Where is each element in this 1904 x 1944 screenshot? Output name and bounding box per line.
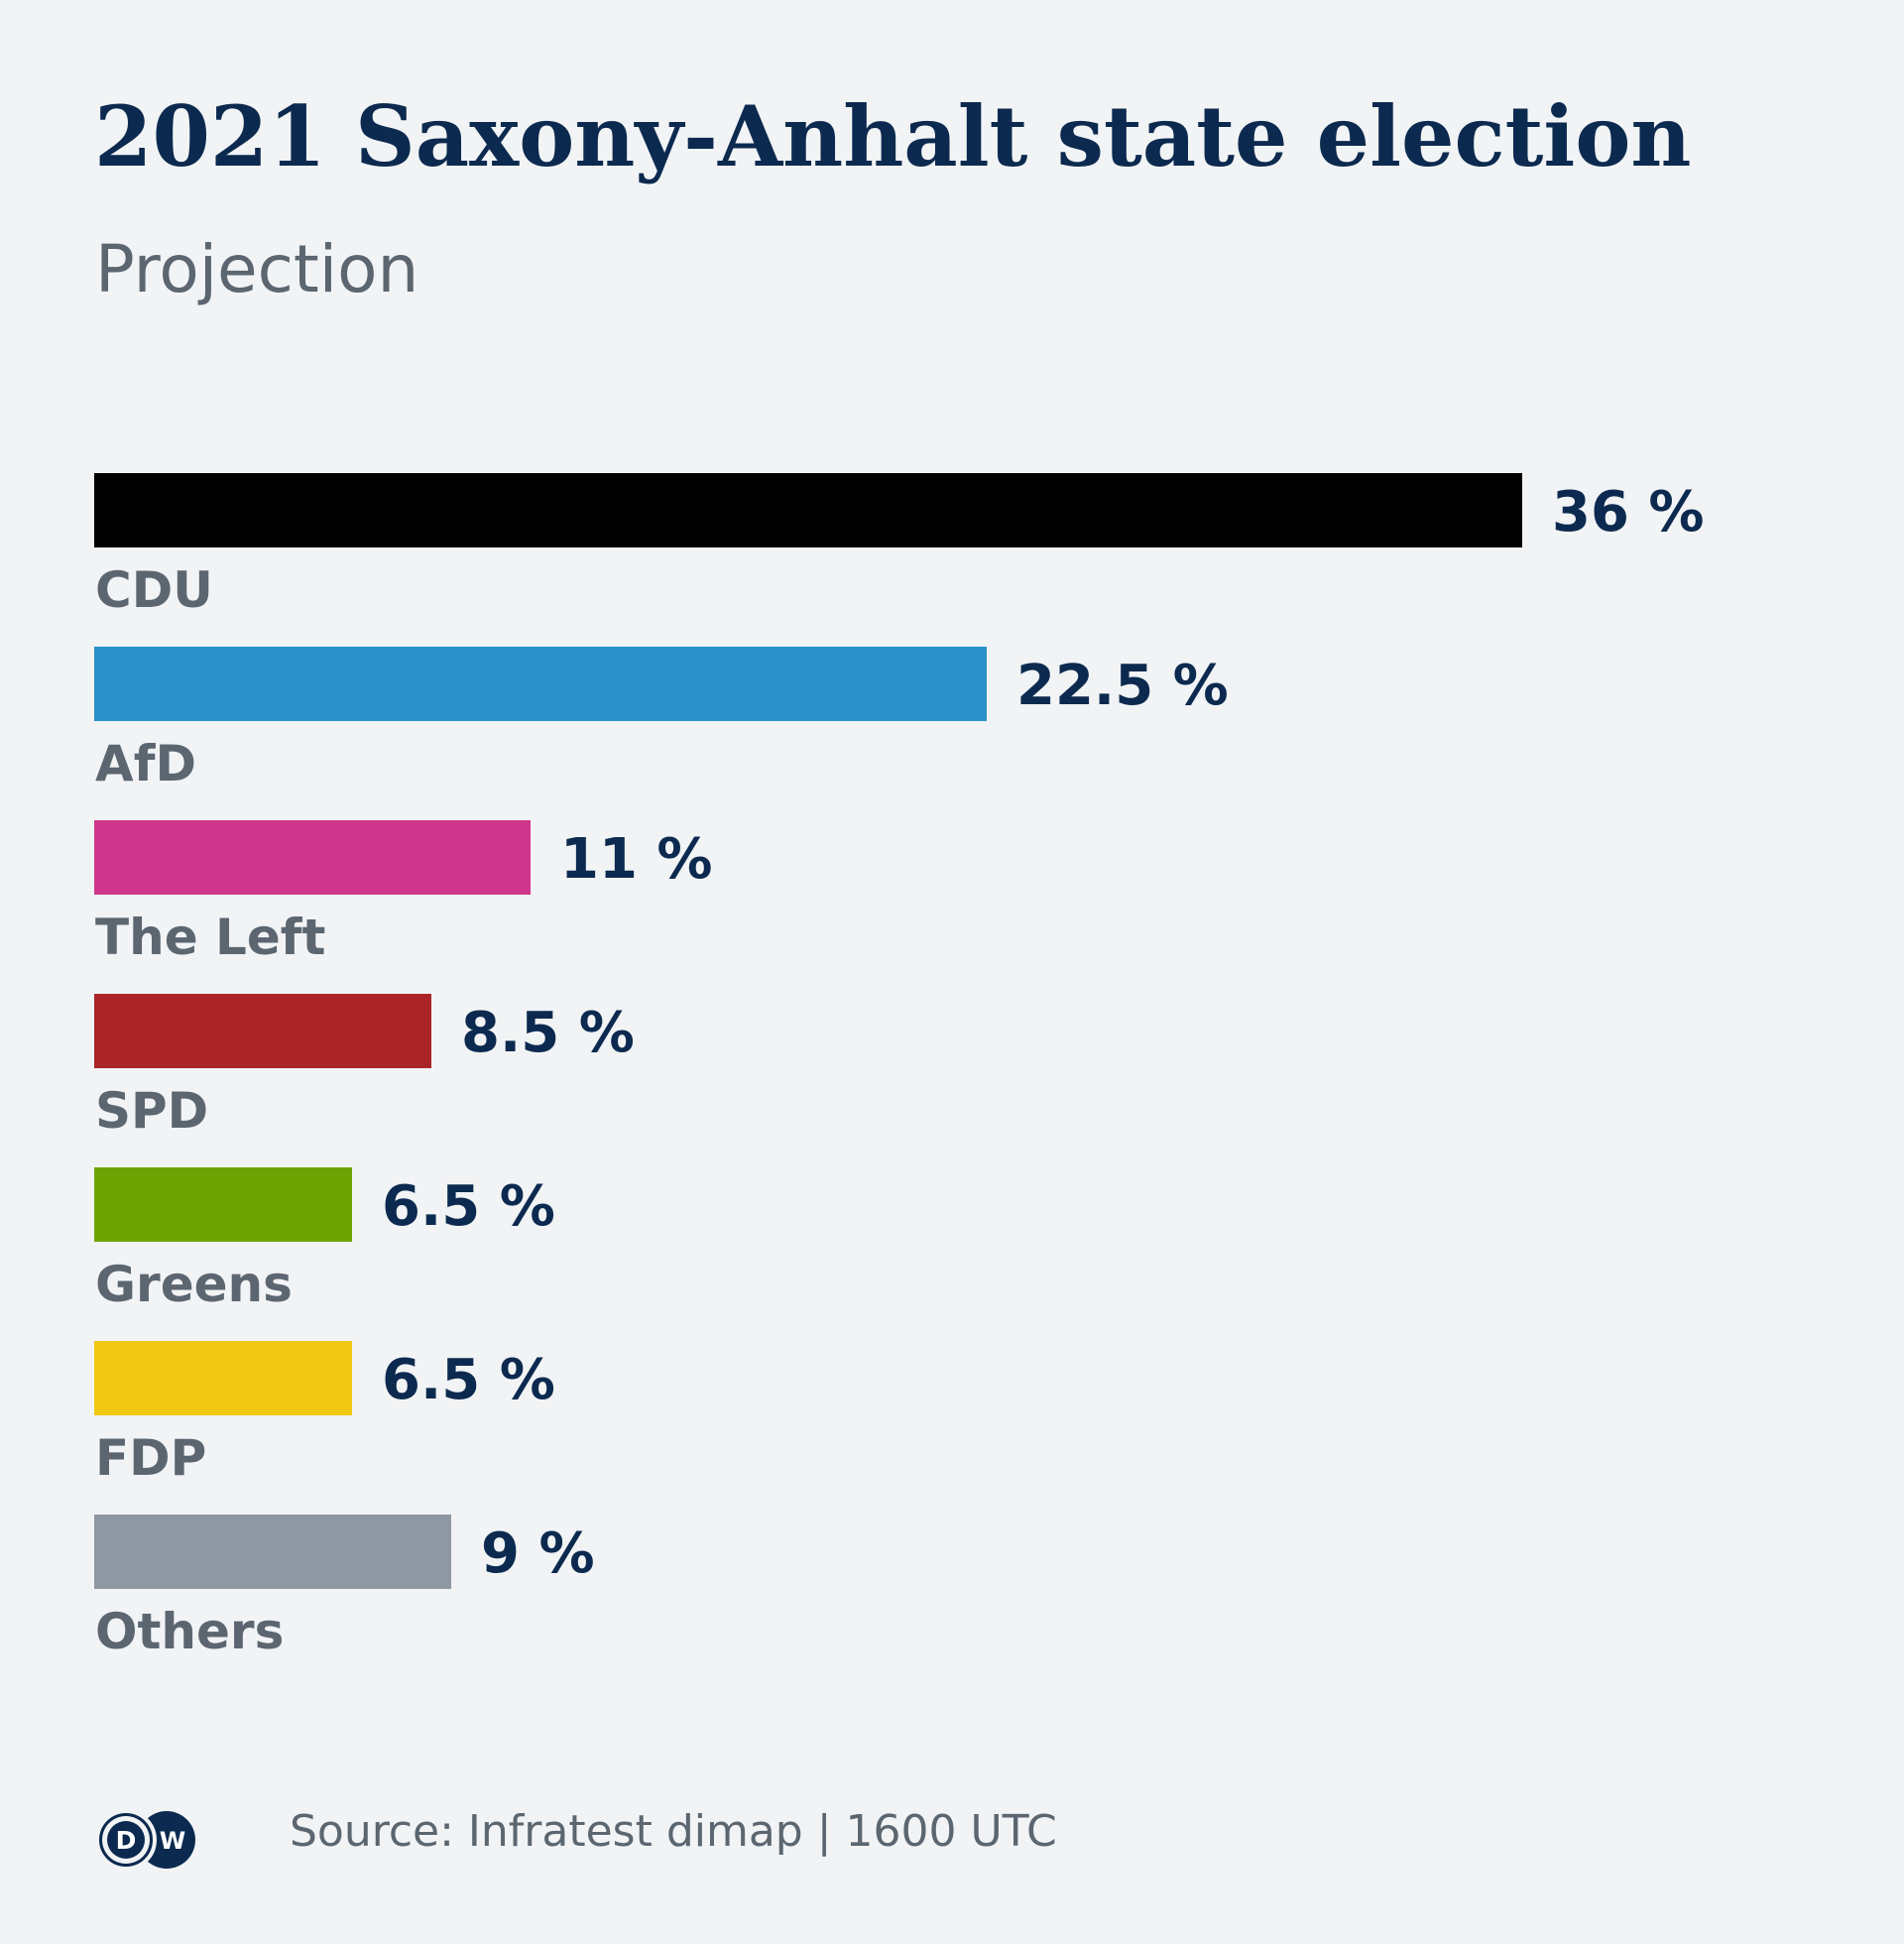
svg-text:W: W [160,1827,185,1855]
category-label-cdu: CDU [95,561,213,619]
value-label-greens: 6.5 % [382,1174,555,1239]
category-label-others: Others [95,1603,284,1660]
value-label-fdp: 6.5 % [382,1348,555,1412]
value-label-spd: 8.5 % [461,1001,635,1065]
bar-fdp [94,1341,352,1415]
dw-logo-icon: D W [95,1809,195,1871]
svg-text:D: D [116,1826,137,1855]
chart-subtitle: Projection [95,231,419,307]
category-label-the-left: The Left [95,909,325,966]
bar-the-left [94,820,531,895]
category-label-greens: Greens [95,1256,293,1313]
bar-spd [94,994,431,1068]
category-label-spd: SPD [95,1082,208,1140]
value-label-afd: 22.5 % [1016,654,1229,718]
bar-others [94,1515,451,1589]
chart-title: 2021 Saxony-Anhalt state election [94,87,1692,185]
bar-chart: 36 % CDU 22.5 % AfD 11 % The Left 8.5 % SPD 6.5 … [94,473,1705,1660]
value-label-others: 9 % [481,1521,595,1586]
value-label-the-left: 11 % [560,827,713,892]
source-note: Source: Infratest dimap | 1600 UTC [290,1806,1057,1857]
category-label-fdp: FDP [95,1429,206,1487]
value-label-cdu: 36 % [1552,480,1705,545]
bar-afd [94,647,987,721]
category-label-afd: AfD [95,735,196,792]
bar-greens [94,1167,352,1242]
bar-cdu [94,473,1522,547]
